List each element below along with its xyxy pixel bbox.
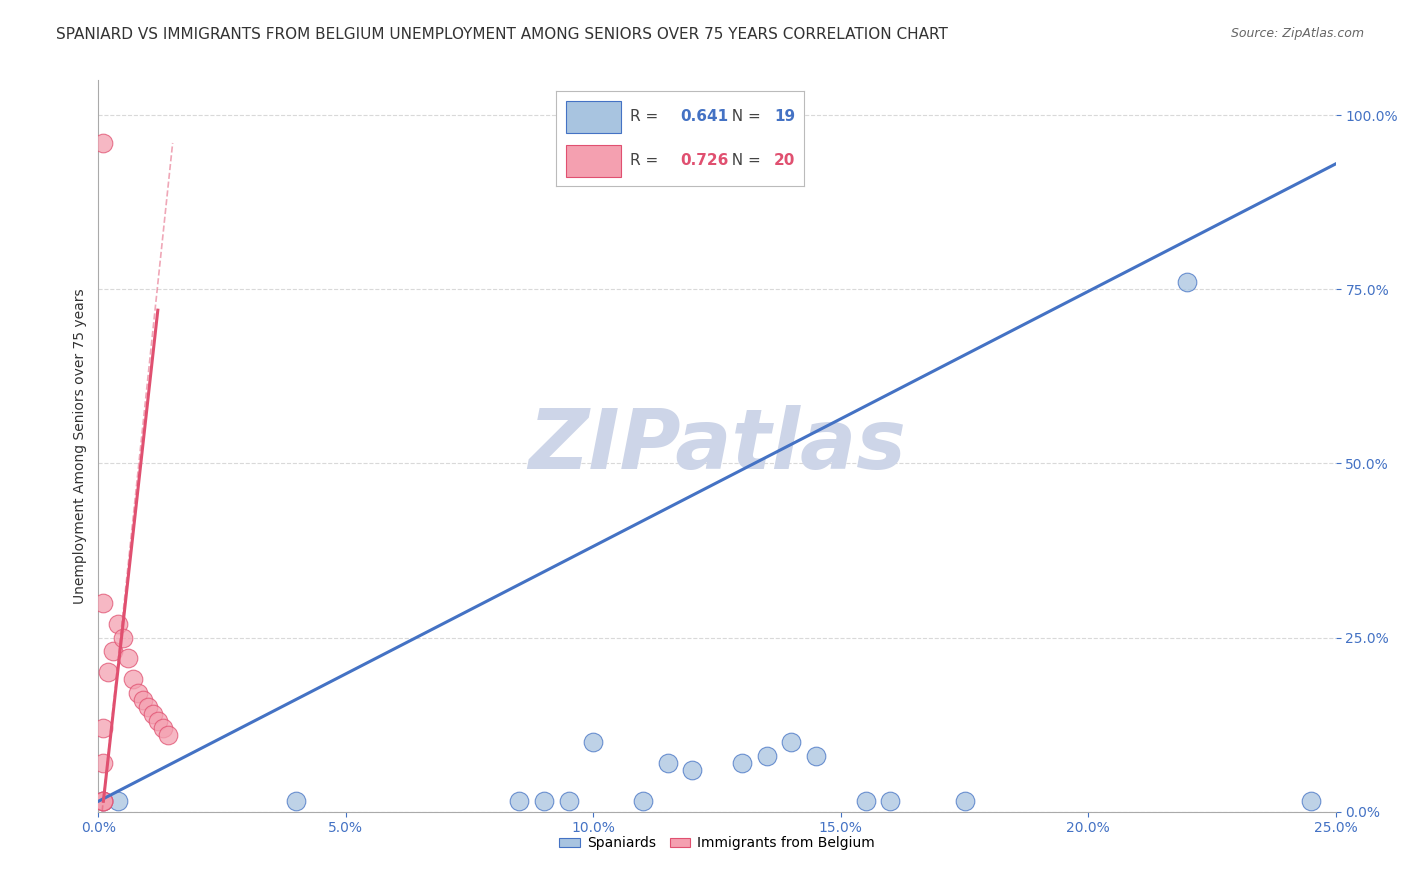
Point bbox=[953, 794, 976, 808]
Point bbox=[117, 651, 139, 665]
Point bbox=[755, 749, 778, 764]
Point bbox=[122, 673, 145, 687]
Point bbox=[780, 735, 803, 749]
Point bbox=[93, 794, 115, 808]
Point bbox=[156, 728, 179, 742]
Point bbox=[93, 794, 115, 808]
Y-axis label: Unemployment Among Seniors over 75 years: Unemployment Among Seniors over 75 years bbox=[73, 288, 87, 604]
Point bbox=[103, 644, 125, 658]
Point bbox=[127, 686, 149, 700]
Point bbox=[136, 700, 159, 714]
Point bbox=[93, 721, 115, 735]
Point bbox=[1299, 794, 1322, 808]
Text: ZIPatlas: ZIPatlas bbox=[529, 406, 905, 486]
Point bbox=[657, 756, 679, 770]
Point bbox=[557, 794, 579, 808]
Point bbox=[804, 749, 827, 764]
Point bbox=[1175, 275, 1198, 289]
Point bbox=[93, 794, 115, 808]
Legend: Spaniards, Immigrants from Belgium: Spaniards, Immigrants from Belgium bbox=[554, 830, 880, 856]
Text: Source: ZipAtlas.com: Source: ZipAtlas.com bbox=[1230, 27, 1364, 40]
Point bbox=[93, 794, 115, 808]
Point bbox=[107, 794, 129, 808]
Text: SPANIARD VS IMMIGRANTS FROM BELGIUM UNEMPLOYMENT AMONG SENIORS OVER 75 YEARS COR: SPANIARD VS IMMIGRANTS FROM BELGIUM UNEM… bbox=[56, 27, 948, 42]
Point bbox=[107, 616, 129, 631]
Point bbox=[582, 735, 605, 749]
Point bbox=[855, 794, 877, 808]
Point bbox=[285, 794, 308, 808]
Point bbox=[879, 794, 901, 808]
Point bbox=[93, 756, 115, 770]
Point bbox=[731, 756, 754, 770]
Point bbox=[681, 763, 703, 777]
Point bbox=[152, 721, 174, 735]
Point bbox=[631, 794, 654, 808]
Point bbox=[533, 794, 555, 808]
Point bbox=[146, 714, 169, 728]
Point bbox=[93, 136, 115, 150]
Point bbox=[508, 794, 530, 808]
Point bbox=[112, 631, 135, 645]
Point bbox=[142, 707, 165, 722]
Point bbox=[93, 596, 115, 610]
Point bbox=[97, 665, 120, 680]
Point bbox=[132, 693, 155, 707]
